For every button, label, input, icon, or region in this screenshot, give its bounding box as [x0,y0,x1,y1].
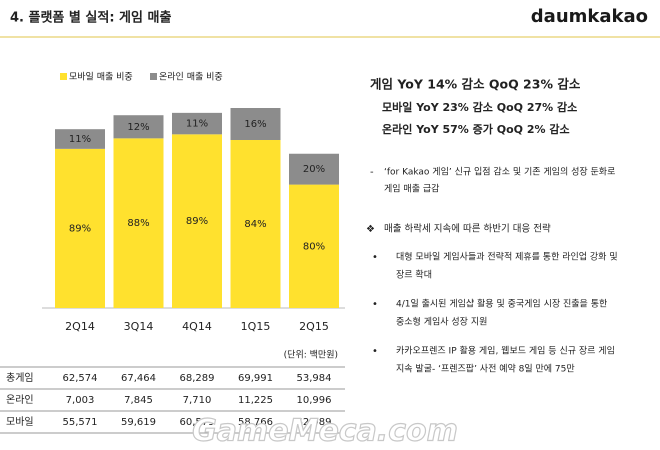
bar-segment [172,112,222,135]
table-cell: 55,571 [63,417,98,428]
summary-line: 게임 YoY 14% 감소 QoQ 23% 감소 [370,77,581,92]
data-label: 11% [186,119,208,130]
table-cell: 58,766 [238,417,273,428]
watermark: GameMeca.com [192,414,458,449]
item-text: 카카오프렌즈 IP 활용 게임, 웹보드 게임 등 신규 장르 게임 [396,345,615,357]
logo: daumkakao [531,6,648,27]
data-label: 16% [244,119,266,130]
item-text: 장르 확대 [396,269,432,281]
x-tick-label: 3Q14 [124,320,154,333]
bar-segment [289,184,339,308]
bar-segment [172,134,222,308]
data-label: 84% [244,219,266,230]
table-cell: 7,845 [124,395,153,406]
table-cell: 67,464 [121,373,156,384]
data-label: 12% [127,122,149,133]
bar-segment [230,140,281,308]
bar-segment [113,138,164,308]
bullet: • [372,252,378,263]
data-label: 11% [69,134,91,145]
table-cell: 10,996 [297,395,332,406]
bar-segment [230,108,281,140]
summary-line: 온라인 YoY 57% 증가 QoQ 2% 감소 [382,122,570,136]
data-label: 89% [186,216,208,227]
note-text: ‘for Kakao 게임’ 신규 입점 감소 및 기존 게임의 성장 둔화로 [384,166,615,178]
item-text: 지속 발굴- ‘프렌즈팝’ 사전 예약 8일 만에 75만 [396,363,575,375]
dash: - [370,167,374,178]
item-text: 중소형 게임사 성장 지원 [396,316,487,328]
table-unit: (단위: 백만원) [284,350,338,361]
table-cell: 53,984 [297,373,332,384]
table-cell: 42,989 [297,417,332,428]
table-cell: 68,289 [180,373,215,384]
table-cell: 62,574 [63,373,98,384]
x-tick-label: 2Q14 [65,320,95,333]
bar-segment [289,153,339,185]
strategy-text: 매출 하락세 지속에 따른 하반기 대응 전략 [384,223,551,235]
table-cell: 60,579 [180,417,215,428]
legend-label: 모바일 매출 비중 [69,72,133,83]
title: 4. 플랫폼 별 실적: 게임 매출 [10,10,171,26]
x-tick-label: 2Q15 [299,320,329,333]
item-text: 4/1일 출시된 게임샵 활용 및 중국게임 시장 진출을 통한 [396,298,607,310]
summary-line: 모바일 YoY 23% 감소 QoQ 27% 감소 [382,100,577,114]
table-cell: 11,225 [238,395,273,406]
data-label: 80% [303,241,325,252]
bar-segment [55,148,105,308]
item-text: 대형 모바일 게임사들과 전략적 제휴를 통한 라인업 강화 및 [396,251,618,263]
x-tick-label: 4Q14 [182,320,212,333]
bullet: • [372,346,378,357]
table-row-label: 총게임 [6,371,34,384]
data-label: 88% [127,218,149,229]
bullet: • [372,299,378,310]
table-cell: 59,619 [121,417,156,428]
legend-swatch [150,73,157,80]
legend-swatch [60,73,67,80]
bar-segment [113,115,164,139]
table-row-label: 온라인 [6,394,34,406]
table-cell: 69,991 [238,373,273,384]
legend-label: 온라인 매출 비중 [159,72,223,83]
table-cell: 7,710 [183,395,212,406]
data-label: 89% [69,223,91,234]
x-tick-label: 1Q15 [241,320,271,333]
note-text: 게임 매출 급감 [384,183,439,195]
table-cell: 7,003 [66,395,95,406]
table-row-label: 모바일 [6,416,34,428]
data-label: 20% [303,164,325,175]
strategy-mark: ❖ [366,224,375,235]
bar-segment [55,129,105,149]
